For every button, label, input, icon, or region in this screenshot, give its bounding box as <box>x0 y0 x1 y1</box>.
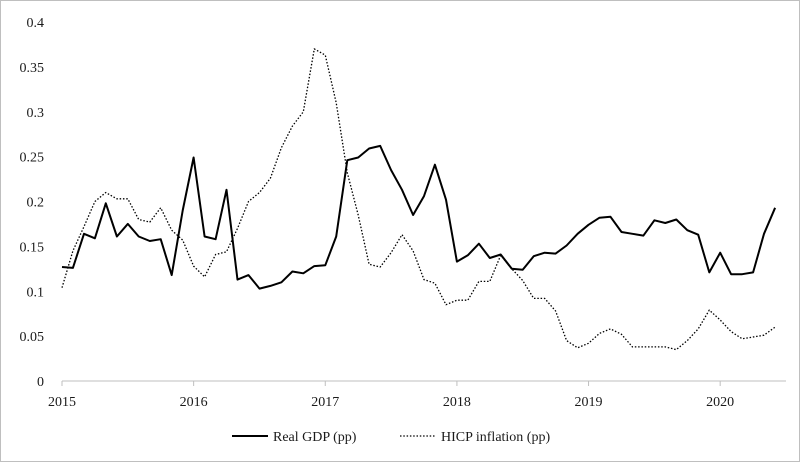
x-tick-label: 2020 <box>706 395 734 410</box>
y-tick-label: 0.1 <box>27 285 45 300</box>
y-tick-label: 0.4 <box>27 16 45 31</box>
y-tick-label: 0.3 <box>27 106 45 121</box>
y-tick-label: 0.2 <box>27 196 45 211</box>
x-tick-label: 2019 <box>575 395 603 410</box>
series-line-real-gdp <box>61 144 777 290</box>
x-axis-ticks: 2015 2016 2017 2018 2019 2020 <box>48 381 734 410</box>
y-axis-ticks: 0 0.05 0.1 0.15 0.2 0.25 0.3 0.35 0.4 <box>20 16 45 390</box>
x-tick-label: 2015 <box>48 395 76 410</box>
x-tick-label: 2017 <box>311 395 339 410</box>
series-line-hicp-inflation <box>61 48 776 351</box>
x-tick-label: 2018 <box>443 395 471 410</box>
legend-label-hicp-inflation: HICP inflation (pp) <box>441 430 550 445</box>
y-tick-label: 0.15 <box>20 240 45 255</box>
y-tick-label: 0.05 <box>20 330 45 345</box>
y-tick-label: 0 <box>37 375 44 390</box>
legend: Real GDP (pp) HICP inflation (pp) <box>232 430 550 445</box>
x-tick-label: 2016 <box>180 395 208 410</box>
series-layer <box>61 48 777 351</box>
legend-label-real-gdp: Real GDP (pp) <box>273 430 357 445</box>
y-tick-label: 0.35 <box>20 61 45 76</box>
y-tick-label: 0.25 <box>20 151 45 166</box>
